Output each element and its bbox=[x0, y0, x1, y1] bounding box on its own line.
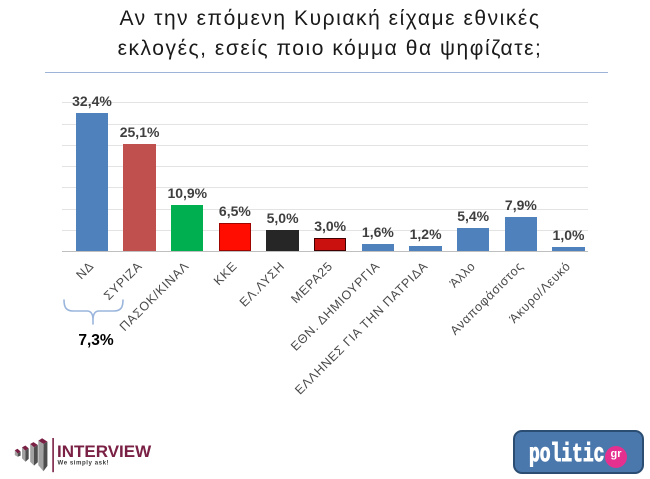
svg-text:INTERVIEW: INTERVIEW bbox=[57, 442, 152, 461]
svg-text:We simply ask!: We simply ask! bbox=[58, 459, 110, 466]
